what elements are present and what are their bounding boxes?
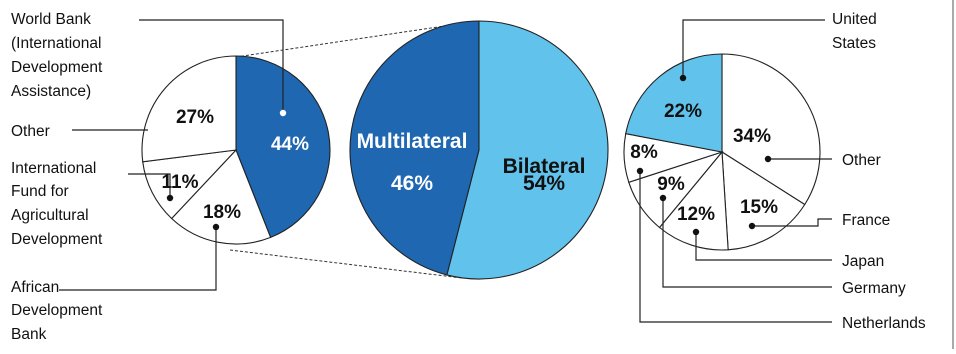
label-world-bank: World Bank (International Development As… — [11, 11, 107, 100]
dot-united-states — [679, 74, 687, 82]
multilateral-breakdown-pie — [141, 55, 331, 245]
multilateral-breakdown-slice-african-dev-bank — [170, 148, 272, 245]
multilateral-bilateral-pie — [349, 20, 609, 280]
label-african-dev-bank: African Development Bank — [11, 279, 107, 343]
pct-other-right: 34% — [733, 126, 771, 147]
leader-ifad — [128, 173, 171, 198]
dot-african-dev-bank — [212, 223, 220, 231]
center-bilateral-name: Bilateral — [503, 155, 586, 178]
label-france: France — [842, 212, 890, 229]
pct-japan: 12% — [677, 204, 715, 225]
label-other-right: Other — [842, 152, 881, 169]
bilateral-breakdown-pie — [623, 53, 821, 251]
pct-ifad: 11% — [162, 172, 199, 193]
bilateral-breakdown-slice-japan — [658, 150, 729, 251]
pct-other-left: 27% — [176, 107, 214, 128]
connector-top-left — [235, 20, 479, 58]
center-bilateral-pct-label: 54% — [523, 172, 565, 195]
leader-african-dev-bank — [59, 227, 217, 291]
pct-world-bank: 44% — [271, 134, 309, 155]
dot-france — [748, 222, 756, 230]
label-ifad: International Fund for Agricultural Deve… — [11, 160, 103, 248]
center-multilateral-pct: 46% — [391, 172, 433, 195]
bilateral-breakdown-slice-united-states — [625, 53, 723, 153]
multilateral-breakdown-slice-ifad — [142, 149, 238, 220]
dot-other-right — [764, 155, 772, 163]
dot-japan — [692, 228, 700, 236]
leader-germany — [662, 198, 832, 288]
leader-united-states — [682, 19, 825, 78]
pct-germany: 9% — [657, 174, 685, 195]
bilateral-breakdown-slice-other — [721, 53, 821, 206]
dot-netherlands — [636, 167, 644, 175]
multilateral-breakdown-slice-other — [141, 55, 237, 163]
pct-united-states: 22% — [664, 101, 702, 122]
label-netherlands: Netherlands — [842, 315, 926, 332]
center-multilateral-name: Multilateral — [357, 130, 468, 153]
dot-world-bank — [279, 109, 287, 117]
leader-netherlands — [639, 171, 832, 323]
center-slice-multilateral — [349, 20, 480, 276]
leader-japan — [695, 232, 832, 261]
label-united-states: United States — [832, 11, 881, 52]
bilateral-breakdown-slice-france — [721, 150, 806, 251]
pct-netherlands: 8% — [630, 142, 658, 163]
leader-world-bank — [139, 19, 284, 113]
dot-germany — [659, 194, 667, 202]
dot-ifad — [166, 194, 174, 202]
label-other-left: Other — [11, 123, 50, 140]
pct-france: 15% — [740, 197, 778, 218]
label-japan: Japan — [842, 253, 884, 270]
connector-bottom-left — [229, 249, 463, 279]
leader-france — [752, 218, 832, 227]
label-germany: Germany — [842, 280, 906, 297]
center-slice-bilateral — [446, 20, 609, 280]
pct-african-dev-bank: 18% — [203, 202, 241, 223]
multilateral-breakdown-slice-world-bank — [235, 55, 331, 239]
